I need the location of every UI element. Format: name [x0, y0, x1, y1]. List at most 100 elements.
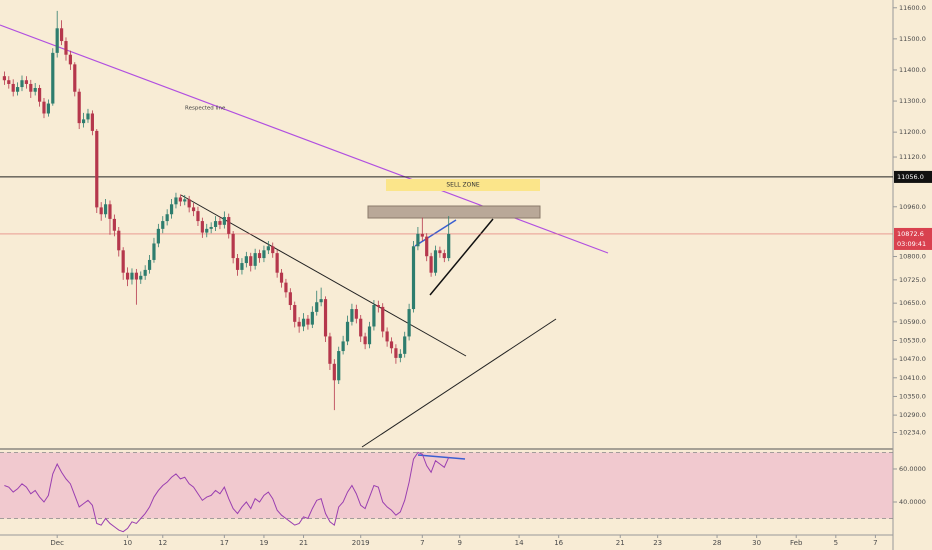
price-label-box — [894, 170, 932, 183]
candle-body — [288, 292, 292, 306]
candle-body — [51, 52, 55, 104]
candle-body — [59, 28, 64, 42]
y-tick-label: 10590.0 — [899, 318, 926, 326]
x-tick-label: Dec — [50, 539, 64, 547]
y2-tick-label: 60.0000 — [899, 465, 926, 473]
candle-body — [359, 318, 363, 337]
candle-body — [178, 197, 182, 202]
candle-body — [385, 331, 389, 342]
candle-body — [7, 80, 11, 84]
candle-body — [240, 263, 244, 270]
candle-body — [11, 83, 15, 92]
y-tick-label: 11200.0 — [899, 128, 926, 136]
candle-body — [425, 236, 429, 257]
candle-body — [403, 336, 407, 354]
candle-body — [337, 351, 341, 381]
trend-line — [361, 318, 557, 448]
y-tick-label: 10234.0 — [899, 429, 926, 437]
x-tick-label: 2019 — [352, 539, 370, 547]
x-tick-label: 30 — [752, 539, 761, 547]
candle-body — [2, 76, 6, 81]
candle-body — [191, 207, 196, 212]
x-tick-label: 28 — [713, 539, 722, 547]
candle-body — [253, 253, 257, 266]
y-tick-label: 10650.0 — [899, 299, 926, 307]
y-tick-label: 11600.0 — [899, 4, 926, 12]
x-tick-label: 9 — [457, 539, 461, 547]
candle-body — [284, 282, 288, 293]
x-tick-label: 17 — [220, 539, 229, 547]
candle-body — [345, 321, 350, 342]
candle-body — [376, 305, 380, 307]
candle-body — [187, 199, 191, 208]
candle-body — [398, 353, 402, 358]
candle-body — [81, 119, 86, 124]
candle-body — [95, 130, 99, 208]
y-tick-label: 10725.0 — [899, 276, 926, 284]
candle-body — [306, 318, 310, 325]
candle-body — [37, 87, 42, 102]
x-tick-label: 7 — [420, 539, 424, 547]
candle-body — [156, 228, 160, 244]
candle-body — [262, 250, 266, 259]
candle-body — [271, 246, 275, 254]
x-tick-label: 16 — [554, 539, 563, 547]
candle-body — [319, 299, 323, 303]
candle-body — [147, 259, 152, 270]
candle-body — [200, 221, 204, 233]
candle-body — [183, 199, 187, 202]
candle-body — [134, 272, 138, 280]
candle-body — [117, 230, 121, 251]
candle-body — [416, 233, 420, 247]
candle-body — [354, 309, 358, 319]
y-tick-label: 11500.0 — [899, 35, 926, 43]
candle-body — [174, 197, 178, 205]
candle-body — [143, 269, 147, 276]
candle-body — [103, 204, 108, 215]
y-tick-label: 10800.0 — [899, 253, 926, 261]
wedge-line — [429, 218, 494, 296]
candle-body — [55, 28, 59, 53]
candle-body — [310, 311, 314, 325]
sell-zone-label: SELL ZONE — [446, 182, 480, 189]
candle-body — [73, 64, 77, 92]
y-tick-label: 11300.0 — [899, 97, 926, 105]
candle-body — [165, 214, 169, 222]
candle-body — [249, 256, 253, 266]
candle-body — [112, 218, 116, 231]
y-tick-label: 10960.0 — [899, 203, 926, 211]
x-tick-label: 19 — [259, 539, 268, 547]
candle-body — [438, 250, 442, 254]
y-tick-label: 10470.0 — [899, 355, 926, 363]
candle-body — [218, 221, 222, 225]
candle-body — [99, 207, 103, 215]
candle-body — [297, 321, 301, 327]
x-tick-label: 12 — [158, 539, 167, 547]
y-tick-label: 10530.0 — [899, 336, 926, 344]
x-tick-label: 7 — [873, 539, 877, 547]
candle-body — [209, 226, 213, 229]
candle-body — [372, 305, 376, 327]
candle-body — [332, 363, 336, 381]
candle-body — [46, 103, 50, 114]
candle-body — [315, 302, 319, 312]
candle-body — [15, 87, 20, 92]
x-tick-label: 10 — [123, 539, 132, 547]
candle-body — [429, 256, 433, 273]
y-tick-label: 11400.0 — [899, 66, 926, 74]
annotation: Respected line — [185, 106, 226, 112]
divergence-line — [417, 454, 466, 460]
candle-body — [161, 221, 165, 229]
y2-tick-label: 40.0000 — [899, 498, 926, 506]
candle-body — [433, 250, 438, 273]
candle-body — [350, 309, 354, 322]
countdown: 03:09:41 — [897, 240, 926, 248]
candle-body — [108, 204, 112, 219]
candle-body — [68, 54, 72, 65]
rsi-line — [4, 451, 450, 533]
candle-body — [29, 83, 33, 92]
last-price-label: 10872.6 — [897, 230, 924, 238]
candle-body — [86, 113, 90, 120]
